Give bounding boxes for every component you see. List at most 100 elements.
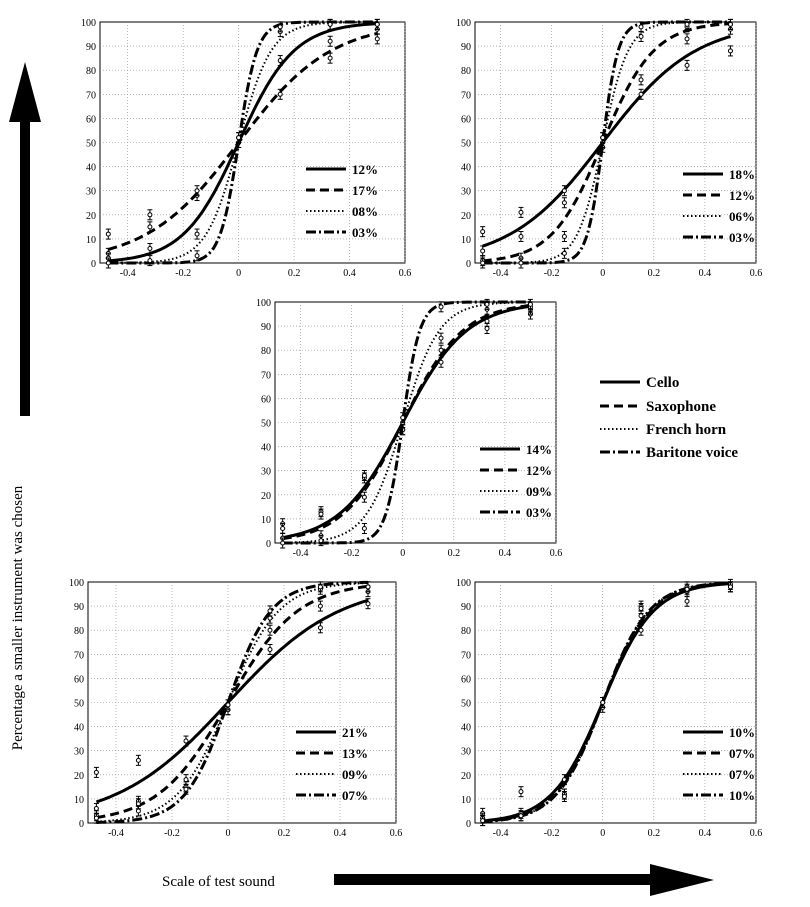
panel-legend-percent: 09% <box>526 484 552 499</box>
panel-legend-percent: 07% <box>729 746 755 761</box>
y-tick-label: 70 <box>261 370 271 381</box>
x-tick-label: -0.4 <box>493 268 509 279</box>
y-tick-label: 10 <box>261 515 271 526</box>
y-tick-label: 20 <box>261 491 271 502</box>
data-point-cello <box>638 91 644 97</box>
series-line-cello <box>482 582 731 823</box>
panel-legend-percent: 17% <box>352 183 378 198</box>
series-line-cello <box>282 304 531 539</box>
data-point-baritone-voice <box>280 540 286 546</box>
y-tick-label: 0 <box>79 819 84 830</box>
data-point-cello <box>518 789 524 795</box>
y-direction-arrow <box>9 62 41 416</box>
x-axis-caption: Scale of test sound <box>162 874 275 890</box>
y-tick-label: 0 <box>466 259 471 270</box>
y-tick-label: 90 <box>74 602 84 613</box>
y-tick-label: 40 <box>86 163 96 174</box>
x-tick-label: 0 <box>236 268 241 279</box>
data-point-cello <box>438 359 444 365</box>
data-point-baritone-voice <box>480 818 486 824</box>
y-tick-label: 20 <box>86 211 96 222</box>
legend-label-saxophone: Saxophone <box>646 399 716 415</box>
data-point-cello <box>147 224 153 230</box>
y-tick-label: 0 <box>91 259 96 270</box>
y-tick-label: 50 <box>86 139 96 150</box>
y-tick-label: 10 <box>461 235 471 246</box>
data-point-baritone-voice <box>147 258 153 264</box>
x-tick-label: 0.4 <box>343 268 356 279</box>
data-point-saxophone <box>561 200 567 206</box>
data-point-cello <box>484 326 490 332</box>
data-point-baritone-voice <box>684 21 690 27</box>
panel-legend-percent: 03% <box>352 225 378 240</box>
data-point-baritone-voice <box>480 260 486 266</box>
data-point-baritone-voice <box>438 304 444 310</box>
series-line-saxophone <box>107 31 378 251</box>
data-point-saxophone <box>267 627 273 633</box>
data-point-baritone-voice <box>194 253 200 259</box>
x-tick-label: 0.2 <box>648 828 661 839</box>
legend: Cello Saxophone French horn Baritone voi… <box>600 375 738 461</box>
series-line-cello <box>482 35 731 248</box>
data-point-baritone-voice <box>727 584 733 590</box>
data-point-cello <box>183 738 189 744</box>
series-line-french-horn <box>482 582 731 823</box>
data-point-baritone-voice <box>638 606 644 612</box>
data-point-cello <box>638 627 644 633</box>
y-tick-label: 100 <box>456 578 471 589</box>
x-tick-label: 0.4 <box>499 548 512 559</box>
x-direction-arrow <box>334 864 714 896</box>
y-tick-label: 30 <box>261 467 271 478</box>
data-point-baritone-voice <box>277 24 283 30</box>
x-tick-label: -0.4 <box>108 828 124 839</box>
data-point-cello <box>561 188 567 194</box>
y-tick-label: 60 <box>74 674 84 685</box>
series-line-baritone-voice <box>282 300 531 545</box>
data-point-saxophone <box>280 526 286 532</box>
legend-label-french-horn: French horn <box>646 422 727 438</box>
data-point-cello <box>93 769 99 775</box>
x-tick-label: 0.2 <box>278 828 291 839</box>
panel-legend-percent: 09% <box>342 767 368 782</box>
panel-top-right: -0.4 -0.2 0 0.2 0.4 0.6 0 10 20 30 40 50 60 70 80 90 100… <box>456 18 762 279</box>
data-point-cello <box>317 625 323 631</box>
data-point-cello <box>365 601 371 607</box>
y-tick-label: 40 <box>461 723 471 734</box>
y-tick-label: 20 <box>74 771 84 782</box>
x-tick-label: 0 <box>400 548 405 559</box>
data-point-baritone-voice <box>600 135 606 141</box>
y-tick-label: 70 <box>461 90 471 101</box>
data-point-cello <box>684 598 690 604</box>
data-point-saxophone <box>327 55 333 61</box>
y-tick-label: 0 <box>266 539 271 550</box>
series-line-baritone-voice <box>482 581 731 824</box>
panel-legend-percent: 10% <box>729 788 755 803</box>
data-point-baritone-voice <box>327 21 333 27</box>
panel-legend-percent: 06% <box>729 209 755 224</box>
x-tick-label: -0.2 <box>344 548 360 559</box>
legend-label-cello: Cello <box>646 375 679 391</box>
panel-legend-percent: 07% <box>342 788 368 803</box>
data-point-cello <box>727 48 733 54</box>
data-point-saxophone <box>638 77 644 83</box>
y-tick-label: 100 <box>256 298 271 309</box>
y-tick-label: 80 <box>261 346 271 357</box>
y-tick-label: 50 <box>261 419 271 430</box>
y-tick-label: 90 <box>86 42 96 53</box>
y-tick-label: 30 <box>461 747 471 758</box>
data-point-french-horn <box>267 615 273 621</box>
series-line-saxophone <box>96 584 369 819</box>
x-tick-label: 0.6 <box>750 268 763 279</box>
x-tick-label: 0 <box>226 828 231 839</box>
x-tick-label: -0.2 <box>544 268 560 279</box>
x-tick-label: 0.2 <box>448 548 461 559</box>
y-tick-label: 20 <box>461 211 471 222</box>
x-tick-label: -0.4 <box>293 548 309 559</box>
data-point-baritone-voice <box>318 538 324 544</box>
data-point-french-horn <box>638 33 644 39</box>
data-point-cello <box>135 757 141 763</box>
y-tick-label: 50 <box>74 699 84 710</box>
y-tick-label: 80 <box>461 626 471 637</box>
data-point-baritone-voice <box>518 260 524 266</box>
